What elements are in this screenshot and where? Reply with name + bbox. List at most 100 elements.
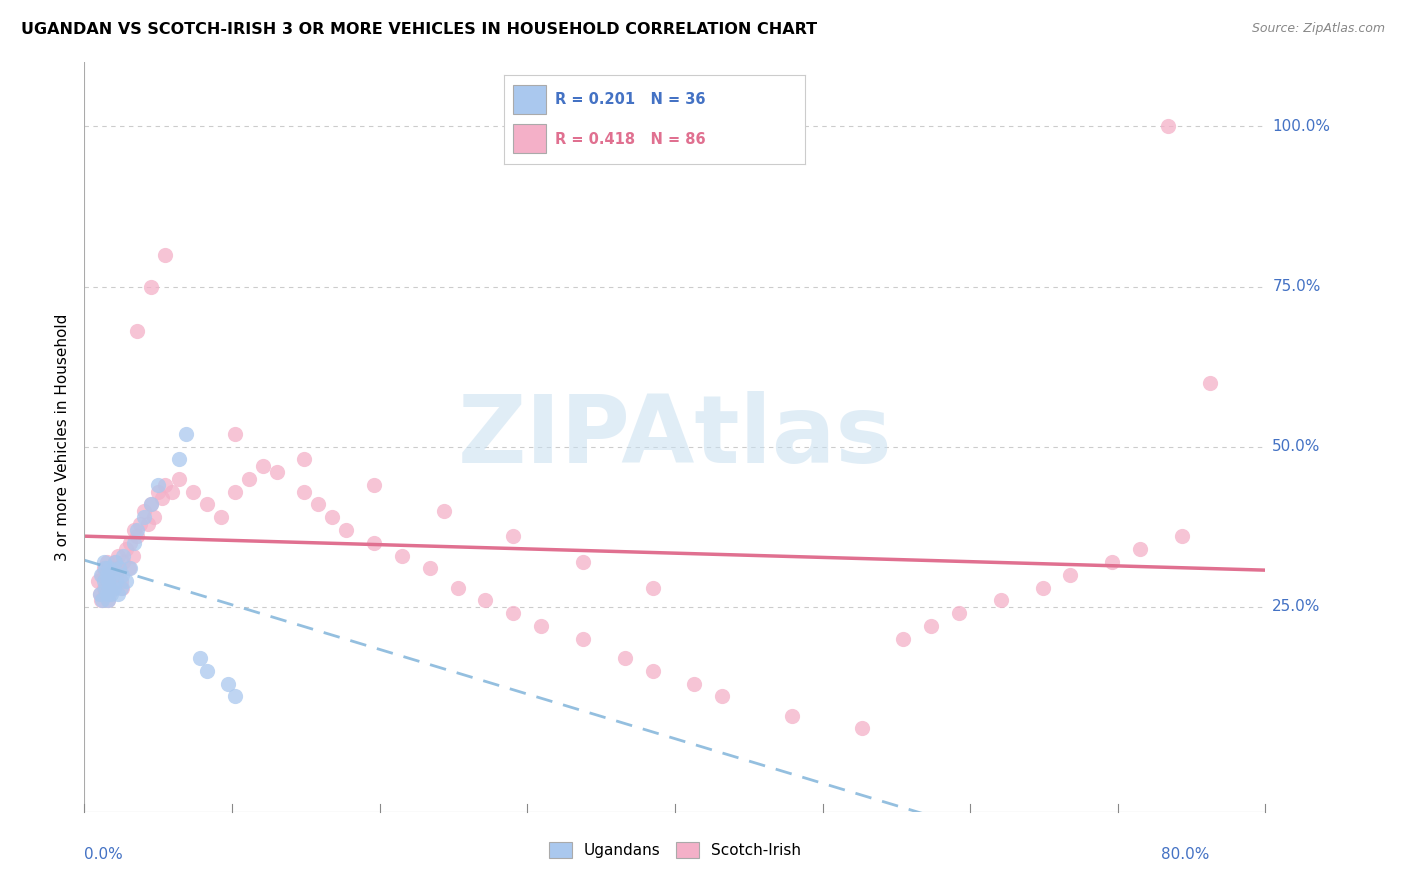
Point: [294, 452, 316, 467]
Point: [217, 676, 239, 690]
Point: [94, 567, 117, 582]
Point: [111, 581, 134, 595]
Point: [96, 567, 118, 582]
Point: [107, 549, 129, 563]
Point: [1059, 567, 1081, 582]
Point: [104, 555, 127, 569]
Legend: Ugandans, Scotch-Irish: Ugandans, Scotch-Irish: [543, 836, 807, 864]
Point: [124, 535, 146, 549]
Point: [252, 458, 274, 473]
Point: [108, 561, 131, 575]
Text: 0.0%: 0.0%: [84, 847, 124, 862]
Point: [195, 497, 218, 511]
Point: [1101, 555, 1123, 569]
Point: [224, 484, 246, 499]
Point: [153, 247, 176, 261]
Point: [148, 484, 170, 499]
Point: [150, 491, 173, 505]
Point: [572, 632, 595, 646]
Point: [98, 567, 121, 582]
Point: [94, 561, 117, 575]
Point: [780, 708, 803, 723]
Point: [96, 574, 118, 589]
Point: [134, 504, 156, 518]
Point: [107, 587, 129, 601]
Y-axis label: 3 or more Vehicles in Household: 3 or more Vehicles in Household: [55, 313, 70, 561]
Point: [138, 516, 160, 531]
Point: [141, 279, 163, 293]
Point: [1171, 529, 1194, 543]
Text: UGANDAN VS SCOTCH-IRISH 3 OR MORE VEHICLES IN HOUSEHOLD CORRELATION CHART: UGANDAN VS SCOTCH-IRISH 3 OR MORE VEHICL…: [21, 22, 817, 37]
Point: [127, 325, 149, 339]
Point: [96, 555, 118, 569]
Text: 100.0%: 100.0%: [1272, 119, 1330, 134]
Point: [167, 452, 190, 467]
Point: [101, 574, 124, 589]
Text: ZIPAtlas: ZIPAtlas: [457, 391, 893, 483]
Point: [167, 472, 190, 486]
Point: [127, 529, 149, 543]
Point: [1032, 581, 1054, 595]
Point: [641, 664, 664, 678]
Point: [103, 581, 125, 595]
Point: [188, 651, 211, 665]
Point: [238, 472, 260, 486]
Point: [502, 606, 524, 620]
Point: [683, 676, 706, 690]
Point: [134, 510, 156, 524]
Point: [474, 593, 496, 607]
Point: [90, 593, 112, 607]
Text: 80.0%: 80.0%: [1161, 847, 1209, 862]
Point: [97, 581, 120, 595]
Point: [990, 593, 1012, 607]
Point: [433, 504, 456, 518]
Point: [446, 581, 468, 595]
Point: [641, 581, 664, 595]
Point: [115, 574, 138, 589]
Point: [143, 510, 166, 524]
Point: [112, 555, 135, 569]
Point: [294, 484, 316, 499]
Point: [1157, 120, 1180, 134]
Point: [115, 542, 138, 557]
Point: [97, 593, 120, 607]
Point: [1129, 542, 1152, 557]
Point: [97, 574, 120, 589]
Point: [87, 574, 110, 589]
Point: [321, 510, 343, 524]
Point: [851, 722, 873, 736]
Point: [112, 549, 135, 563]
Point: [91, 593, 114, 607]
Point: [124, 523, 146, 537]
Point: [224, 690, 246, 704]
Point: [335, 523, 357, 537]
Point: [391, 549, 413, 563]
Point: [101, 567, 124, 582]
Point: [148, 478, 170, 492]
Point: [89, 587, 111, 601]
Point: [613, 651, 636, 665]
Point: [98, 587, 121, 601]
Point: [307, 497, 329, 511]
Point: [530, 619, 553, 633]
Text: 75.0%: 75.0%: [1272, 279, 1320, 294]
Point: [174, 426, 197, 441]
Point: [153, 478, 176, 492]
Point: [94, 587, 117, 601]
Point: [141, 497, 163, 511]
Point: [110, 574, 132, 589]
Point: [90, 567, 112, 582]
Point: [91, 567, 114, 582]
Point: [209, 510, 232, 524]
Point: [920, 619, 942, 633]
Point: [419, 561, 441, 575]
Point: [948, 606, 970, 620]
Point: [120, 535, 142, 549]
Point: [98, 561, 121, 575]
Point: [104, 555, 127, 569]
Point: [1198, 376, 1220, 390]
Point: [100, 587, 122, 601]
Point: [129, 516, 152, 531]
Point: [118, 561, 141, 575]
Point: [120, 561, 142, 575]
